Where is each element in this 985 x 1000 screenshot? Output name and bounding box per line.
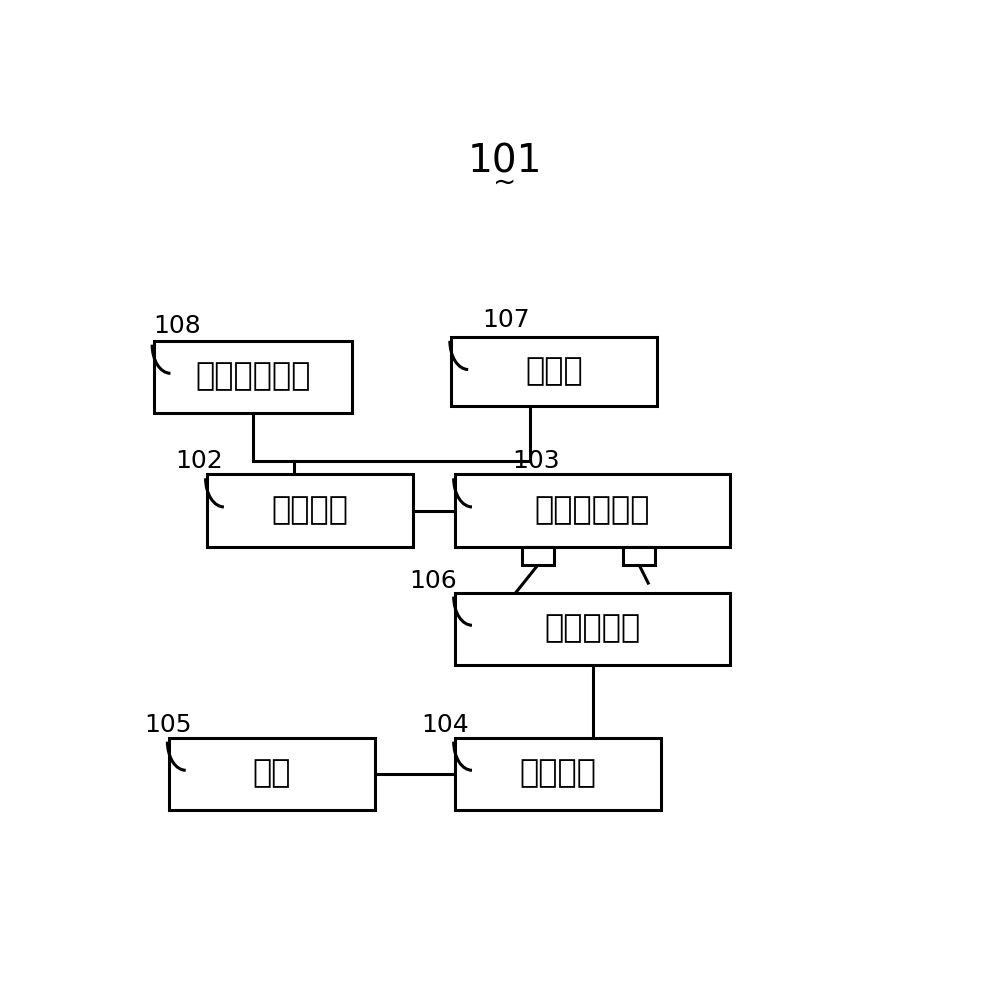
Text: 104: 104 (421, 713, 469, 737)
Bar (154, 341, 353, 413)
Text: 射频处理芯片: 射频处理芯片 (535, 495, 650, 526)
Text: 102: 102 (175, 449, 223, 473)
Bar (169, 738, 375, 810)
Bar (451, 337, 658, 406)
Text: 106: 106 (410, 569, 457, 593)
Text: 切换组件: 切换组件 (520, 759, 597, 790)
Bar (455, 738, 661, 810)
Text: 103: 103 (512, 449, 560, 473)
Text: 主控芯片: 主控芯片 (272, 495, 349, 526)
Text: 电源管理电路: 电源管理电路 (195, 362, 310, 393)
Bar (207, 474, 414, 547)
Bar (624, 547, 655, 565)
Text: 107: 107 (482, 308, 530, 332)
Text: 天线: 天线 (253, 759, 292, 790)
Bar (455, 593, 730, 665)
Text: 105: 105 (145, 713, 192, 737)
Text: 101: 101 (468, 142, 542, 180)
Bar (455, 474, 730, 547)
Text: 108: 108 (154, 314, 201, 338)
Bar (522, 547, 554, 565)
Text: ~: ~ (493, 169, 516, 197)
Text: 存储器: 存储器 (526, 356, 583, 387)
Text: 功率放大器: 功率放大器 (545, 614, 640, 645)
